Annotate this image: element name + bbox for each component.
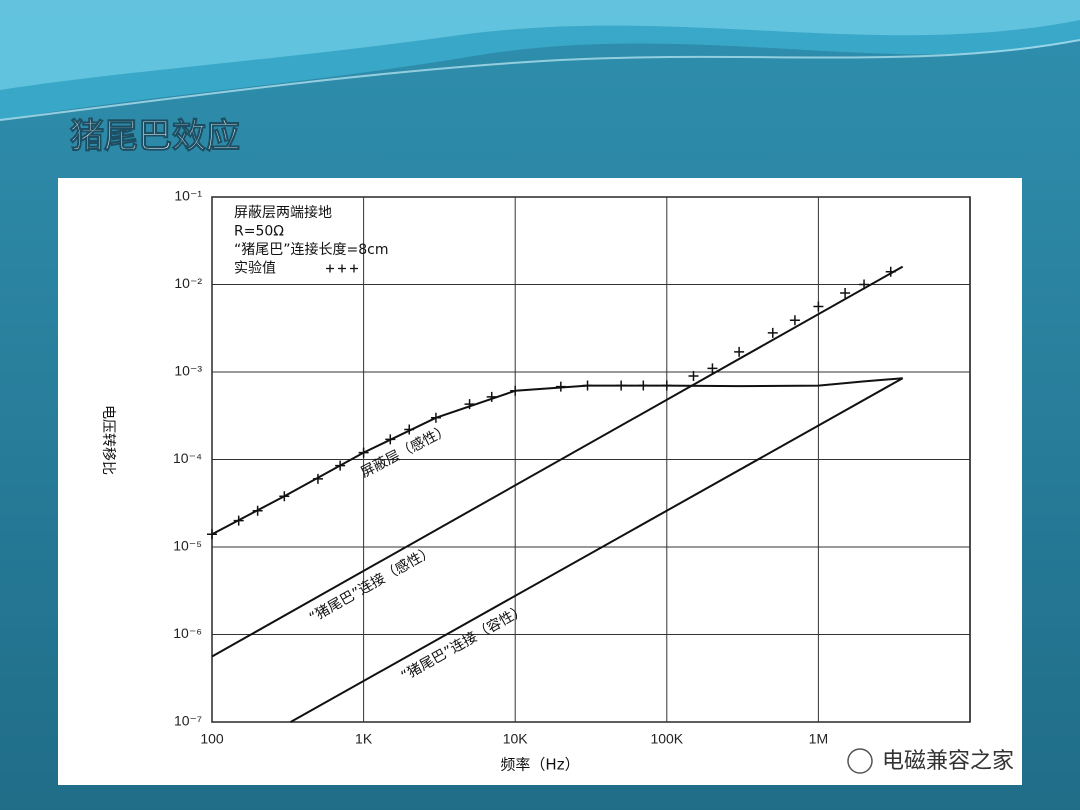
data-point [734, 346, 745, 357]
data-point [207, 529, 217, 540]
data-point [688, 371, 699, 382]
legend-marker [326, 264, 334, 273]
x-tick-label: 1M [809, 731, 828, 747]
watermark-group: 电磁兼容之家 [847, 748, 1014, 774]
data-point [385, 434, 396, 445]
y-tick-label: 10⁻⁶ [173, 625, 202, 641]
legend-note: R=50Ω [234, 224, 284, 240]
data-point [840, 287, 851, 298]
y-tick-label: 10⁻² [174, 275, 202, 291]
legend-note: 屏蔽层两端接地 [234, 204, 332, 221]
y-tick-label: 10⁻⁷ [174, 713, 202, 729]
legend-marker [350, 264, 358, 273]
data-point [312, 473, 323, 484]
y-axis-label: 电压转移比 [100, 405, 116, 475]
x-axis-label: 频率（Hz） [500, 756, 579, 774]
y-tick-label: 10⁻¹ [174, 188, 202, 204]
data-point [707, 363, 718, 374]
y-tick-label: 10⁻³ [174, 363, 202, 379]
data-point [582, 380, 593, 391]
data-point [279, 491, 290, 502]
x-tick-label: 1K [355, 731, 373, 747]
data-point [430, 412, 441, 423]
data-point [661, 380, 672, 391]
data-point [767, 327, 778, 338]
x-tick-label: 10K [503, 731, 529, 747]
data-point [859, 279, 870, 290]
y-tick-label: 10⁻⁵ [173, 538, 202, 554]
data-point [335, 460, 346, 471]
data-point [358, 447, 369, 458]
watermark: 电磁兼容之家 [882, 749, 1014, 774]
data-point [813, 301, 824, 312]
watermark-icon [847, 748, 873, 774]
series-line [290, 377, 904, 723]
wave [0, 0, 1080, 90]
data-point [885, 266, 896, 277]
data-point [486, 391, 497, 402]
y-tick-label: 10⁻⁴ [173, 450, 202, 466]
legend-label: 实验值 [234, 261, 276, 277]
data-point [510, 385, 521, 396]
x-tick-label: 100 [200, 731, 224, 747]
data-point [233, 515, 244, 526]
data-point [616, 380, 627, 391]
data-point [404, 424, 415, 435]
data-point [789, 315, 800, 326]
wave-line [0, 39, 1080, 121]
data-point [555, 381, 566, 392]
x-tick-label: 100K [650, 731, 683, 747]
slide-title: 猪尾巴效应 [70, 117, 240, 157]
legend-marker [338, 264, 346, 273]
data-point [252, 505, 263, 516]
chart-panel [58, 178, 1022, 785]
data-point [638, 380, 649, 391]
series-line [211, 265, 904, 658]
data-point [464, 399, 475, 410]
legend-note: “猪尾巴”连接长度=8cm [234, 241, 388, 258]
